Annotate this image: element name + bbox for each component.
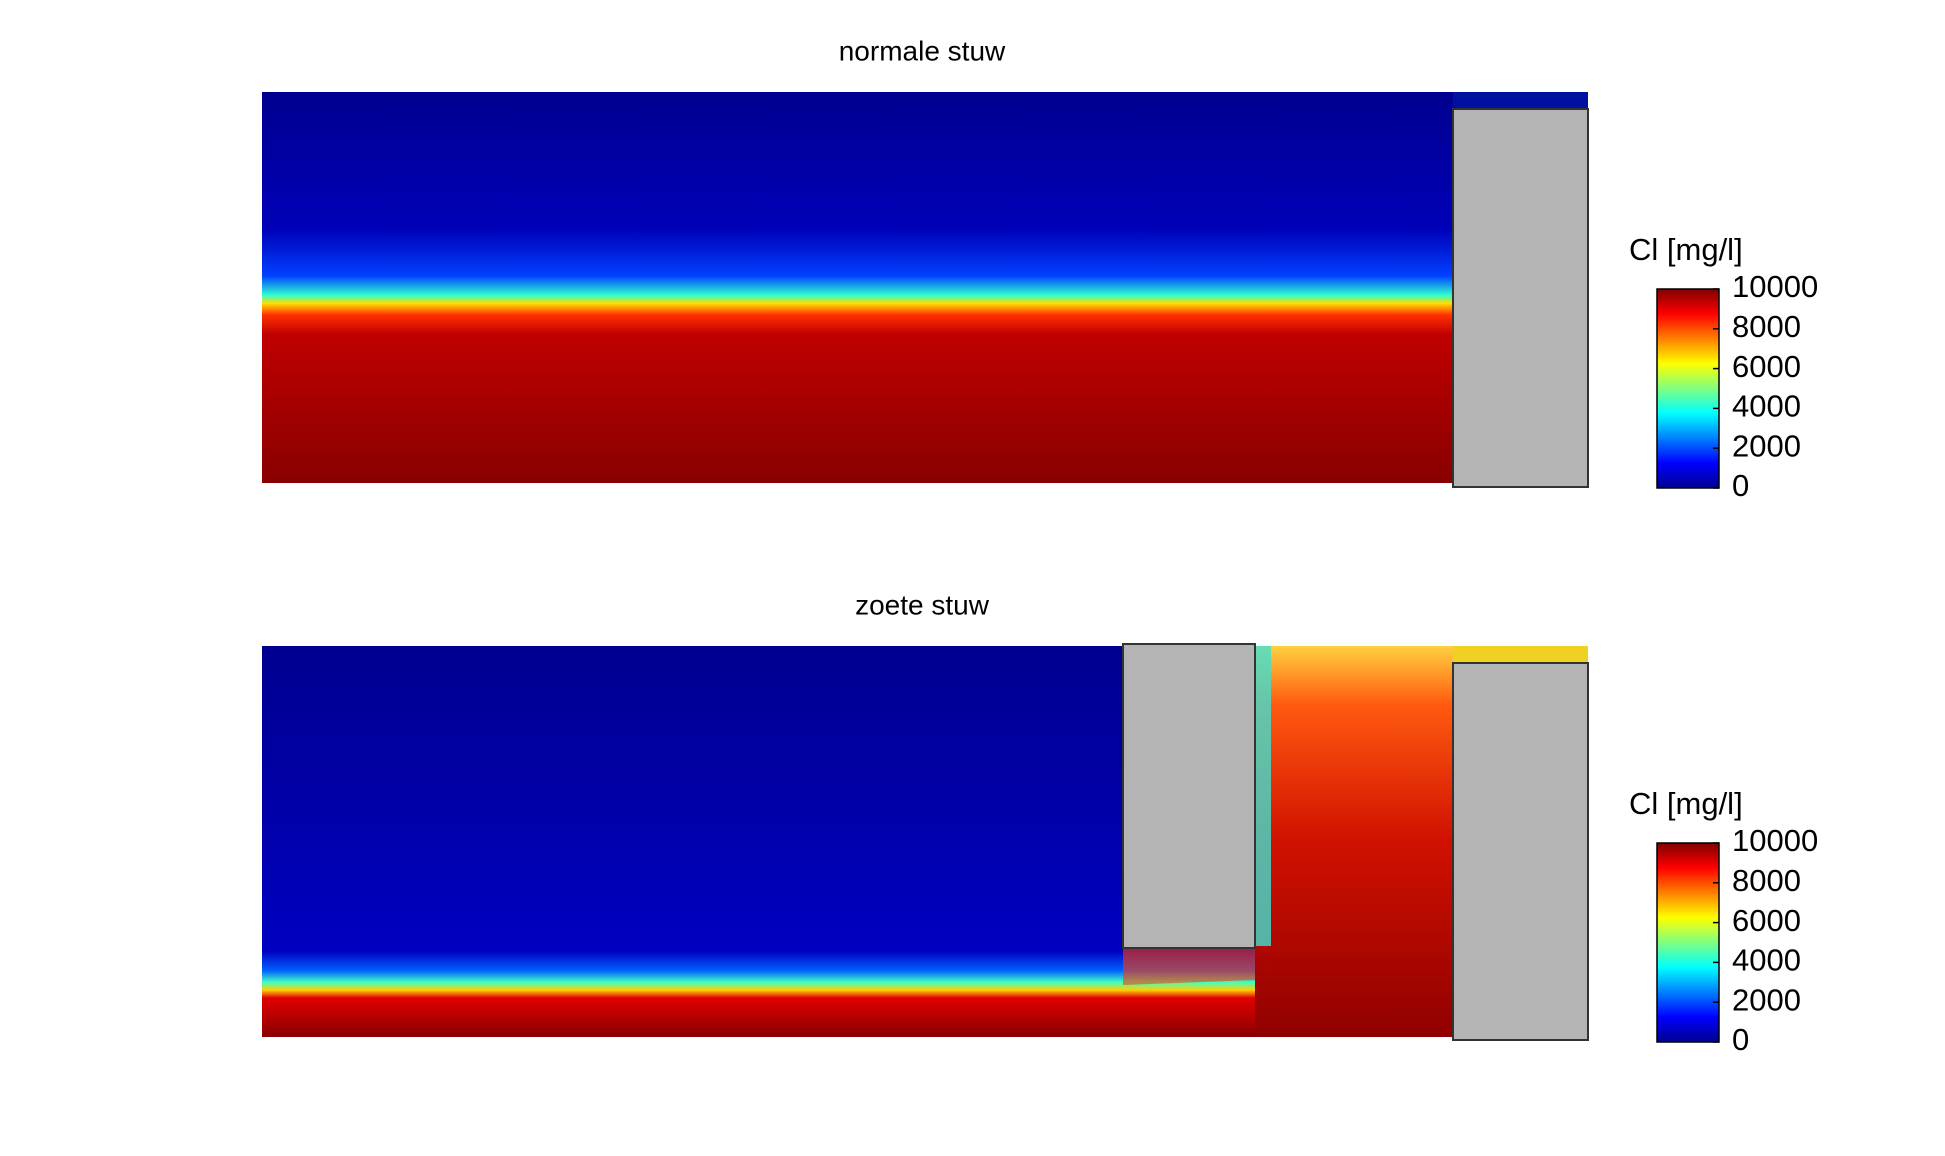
colorbar-tick-label: 8000 <box>1732 863 1801 898</box>
colorbar-label: Cl [mg/l] <box>1629 232 1743 267</box>
colorbar-tick-label: 4000 <box>1732 389 1801 424</box>
field <box>1255 646 1453 1037</box>
colorbar-tick-label: 2000 <box>1732 428 1801 463</box>
colorbar-tick-label: 4000 <box>1732 943 1801 978</box>
colorbar <box>1656 842 1720 1043</box>
chart-title: normale stuw <box>839 35 1006 66</box>
weir <box>1452 662 1589 1041</box>
colorbar-tick-label: 10000 <box>1732 823 1818 858</box>
field <box>1123 948 1255 985</box>
colorbar-tick-label: 8000 <box>1732 309 1801 344</box>
weir <box>1452 108 1589 488</box>
field <box>1255 646 1271 946</box>
chart-title: zoete stuw <box>855 589 990 620</box>
colorbar-tick-label: 2000 <box>1732 982 1801 1017</box>
colorbar-label: Cl [mg/l] <box>1629 786 1743 821</box>
field <box>262 92 1453 483</box>
colorbar-tick-label: 0 <box>1732 468 1749 503</box>
colorbar-tick-label: 0 <box>1732 1022 1749 1057</box>
field <box>1453 92 1588 109</box>
colorbar-tick-label: 6000 <box>1732 349 1801 384</box>
colorbar-tick-label: 10000 <box>1732 269 1818 304</box>
colorbar <box>1656 288 1720 489</box>
colorbar-tick-label: 6000 <box>1732 903 1801 938</box>
weir <box>1122 643 1256 949</box>
field <box>1453 646 1588 663</box>
